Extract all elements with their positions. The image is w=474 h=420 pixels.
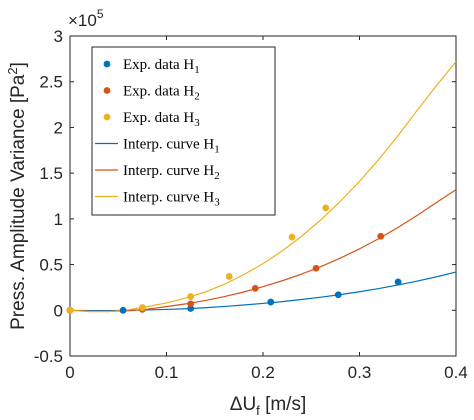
legend-entry-subscript: 3 [194,117,200,129]
series-lines [69,61,457,313]
y-exponent-base: ×10 [68,11,97,30]
legend-entry-name: Exp. data H [123,57,194,73]
data-point-h3 [288,233,296,241]
y-tick-label: 2 [54,118,63,137]
y-axis-ticks: -0.5 0 0.5 1 1.5 2 2.5 3 [34,27,456,366]
series-line-h3 [69,61,457,313]
data-point-h3 [66,306,74,314]
legend-entry-name: Interp. curve H [123,190,214,206]
x-axis-label-unit: [m/s] [260,394,306,415]
x-axis-label-main: ΔU [230,394,256,415]
legend-entry: Exp. data H2 [123,84,200,103]
legend-entry-subscript: 3 [214,197,220,209]
legend-entry: Exp. data H1 [123,57,200,76]
y-tick-label: 1 [54,210,63,229]
legend-marker-point [103,60,111,68]
x-tick-label: 0.2 [251,363,275,382]
y-axis-label-end: ] [8,62,29,67]
legend-box [91,46,276,216]
data-point-h1 [119,306,127,314]
data-point-h1 [267,298,275,306]
x-tick-label: 0 [65,363,74,382]
y-tick-label: 0.5 [39,256,63,275]
y-axis-label-sup: 2 [5,67,20,74]
legend-entry: Exp. data H3 [123,110,200,129]
legend-entry: Interp. curve H2 [123,163,220,182]
legend-entry-name: Exp. data H [123,84,194,100]
legend-entry-name: Exp. data H [123,110,194,126]
x-tick-label: 0.1 [155,363,179,382]
x-tick-label: 0.3 [348,363,372,382]
data-point-h3 [225,273,233,280]
legend-marker-point [103,113,111,121]
y-tick-label: 1.5 [39,164,63,183]
y-tick-label: 0 [54,301,63,320]
data-point-h3 [322,204,330,212]
data-point-h3 [138,304,146,311]
data-point-h2 [377,232,385,240]
y-axis-exponent: ×105 [68,7,104,30]
legend-entry-subscript: 1 [194,64,200,76]
legend-entry: Interp. curve H1 [123,137,220,156]
y-tick-label: 2.5 [39,73,63,92]
legend-entry-subscript: 1 [214,144,220,156]
y-exponent-power: 5 [97,7,104,21]
legend-entry-name: Interp. curve H [123,137,214,153]
data-point-h3 [187,293,195,300]
legend-entry-subscript: 2 [194,91,200,103]
data-point-h1 [334,291,342,299]
y-tick-label: 3 [54,27,63,46]
data-point-h2 [312,264,320,272]
y-axis-label: Press. Amplitude Variance [Pa2] [5,62,29,330]
legend-marker-point [103,87,111,94]
data-point-h2 [251,284,259,292]
x-axis-label: ΔUf [m/s] [230,394,307,418]
y-tick-label: -0.5 [34,347,63,366]
x-axis-ticks: 0 0.1 0.2 0.3 0.4 [65,36,468,382]
x-tick-label: 0.4 [444,363,468,382]
legend-entry-name: Interp. curve H [123,163,214,179]
data-point-h1 [394,278,402,286]
series-line-h2 [69,189,457,312]
y-axis-label-main: Press. Amplitude Variance [Pa [8,74,29,330]
x-axis-label-sub: f [256,403,260,418]
data-point-h2 [187,300,195,308]
legend-entry: Interp. curve H3 [123,190,220,209]
legend-entry-subscript: 2 [214,170,220,182]
series-points [66,204,402,314]
